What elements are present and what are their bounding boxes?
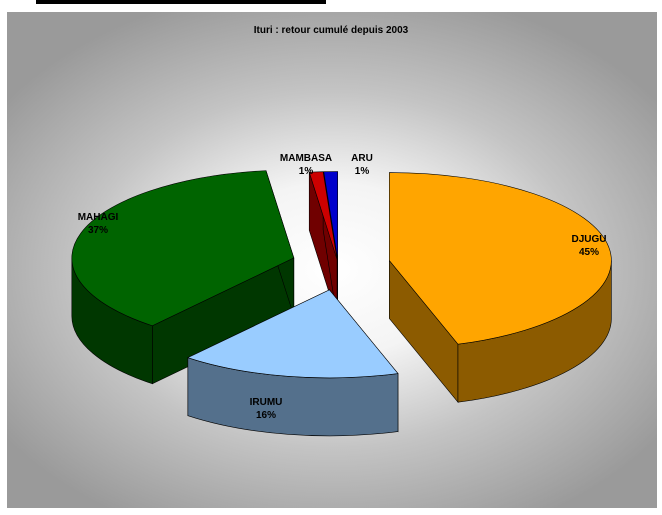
- pie-slices: [71, 170, 612, 437]
- slice-label-mambasa: MAMBASA: [280, 153, 332, 164]
- pie-slice-top: [389, 172, 612, 345]
- pie-slice-mahagi: [71, 170, 295, 385]
- pie-slice-irumu: [187, 289, 399, 437]
- pie-slice-top: [308, 171, 338, 260]
- pie-slice-djugu: [389, 172, 612, 404]
- pie-labels: DJUGU 45% IRUMU 16% MAHAGI 37% MAMBASA 1% ARU 1%: [78, 153, 607, 421]
- slice-value-djugu: 45%: [579, 247, 599, 258]
- pie-slice-top: [187, 289, 399, 379]
- pie-slice-top: [323, 171, 338, 260]
- pie-slice-top: [71, 170, 295, 327]
- slice-value-mahagi: 37%: [88, 225, 108, 236]
- slice-label-djugu: DJUGU: [571, 234, 606, 245]
- slice-value-irumu: 16%: [256, 410, 276, 421]
- slice-label-irumu: IRUMU: [250, 397, 283, 408]
- slice-value-mambasa: 1%: [299, 166, 314, 177]
- slice-label-mahagi: MAHAGI: [78, 212, 119, 223]
- top-rule: [36, 0, 326, 4]
- slice-value-aru: 1%: [355, 166, 370, 177]
- slice-label-aru: ARU: [351, 153, 373, 164]
- chart-title: Ituri : retour cumulé depuis 2003: [254, 25, 409, 36]
- pie-slice-mambasa: [308, 171, 338, 318]
